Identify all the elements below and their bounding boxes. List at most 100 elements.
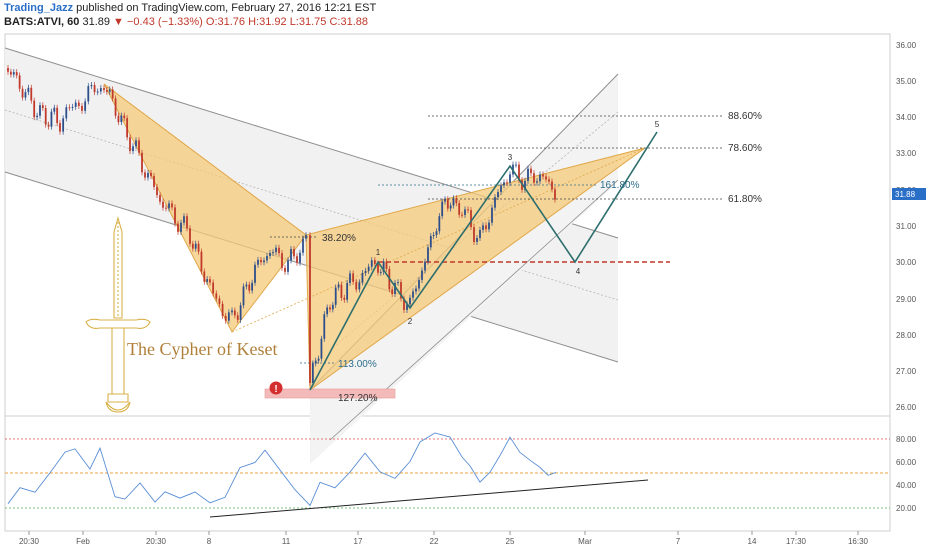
candle-body: [254, 264, 256, 283]
candle-body: [47, 124, 50, 127]
candle-body: [349, 273, 351, 283]
candle-body: [358, 282, 361, 290]
candle-body: [251, 282, 254, 291]
candle-body: [467, 209, 469, 211]
author-link[interactable]: Trading_Jazz: [4, 2, 74, 14]
time-tick: 22: [430, 537, 439, 546]
candle-body: [485, 225, 487, 230]
candle-body: [263, 260, 265, 263]
candle-body: [93, 84, 96, 93]
candle-body: [21, 88, 24, 98]
candle-body: [449, 205, 452, 209]
candle-body: [331, 304, 334, 310]
candle-body: [441, 201, 444, 217]
fib-88-6: 88.60%: [728, 111, 762, 122]
candle-body: [248, 284, 251, 291]
rsi-tick: 20.00: [896, 504, 917, 513]
projection-legs: [309, 131, 658, 391]
candle-body: [239, 305, 242, 320]
candle-body: [200, 251, 203, 272]
sword-logo: [85, 215, 151, 413]
candle-body: [135, 140, 137, 147]
candle-body: [287, 260, 289, 272]
price-tick: 29.00: [896, 295, 917, 304]
candle-body: [299, 252, 301, 263]
candle-body: [379, 271, 382, 273]
candle-body: [361, 273, 364, 283]
candle-body: [96, 91, 99, 93]
candle-body: [81, 105, 83, 111]
candle-body: [530, 168, 532, 174]
candle-body: [236, 315, 239, 320]
candle-body: [159, 195, 161, 202]
candle-body: [168, 203, 170, 209]
time-tick: Feb: [76, 537, 90, 546]
candle-body: [56, 107, 59, 124]
publish-info: published on TradingView.com, February 2…: [76, 2, 377, 14]
candle-body: [53, 107, 56, 112]
candle-body: [367, 266, 370, 271]
candle-body: [257, 259, 259, 265]
time-tick: 20:30: [146, 537, 167, 546]
candle-body: [524, 180, 526, 190]
time-tick: 14: [748, 537, 757, 546]
candle-body: [62, 118, 65, 132]
candle-body: [370, 260, 373, 267]
candle-body: [189, 228, 191, 244]
candle-body: [30, 87, 33, 101]
candle-body: [120, 115, 123, 123]
rsi-tick: 60.00: [896, 458, 917, 467]
candle-body: [542, 174, 544, 177]
candle-body: [12, 72, 15, 75]
rsi-line: [7, 432, 557, 507]
candle-body: [129, 137, 131, 152]
candle-body: [391, 289, 394, 295]
time-tick: Mar: [578, 537, 592, 546]
candle-body: [7, 68, 9, 72]
candle-body: [269, 253, 271, 257]
candle-body: [206, 279, 209, 282]
candle-body: [427, 247, 429, 262]
candle-body: [438, 216, 441, 232]
candle-body: [470, 210, 472, 228]
price-tick: 36.00: [896, 41, 917, 50]
candle-body: [260, 259, 262, 263]
candle-body: [123, 115, 126, 119]
candle-body: [77, 102, 80, 106]
candle-body: [497, 192, 499, 198]
candle-body: [74, 102, 77, 107]
candle-body: [153, 176, 155, 187]
price-tick: 30.00: [896, 258, 917, 267]
price-tag-text: 31.88: [895, 190, 916, 199]
high-value: H:31.92: [248, 16, 287, 28]
candle-body: [59, 123, 61, 132]
candle-body: [132, 146, 134, 152]
candle-body: [394, 282, 396, 295]
candle-body: [329, 307, 331, 310]
candle-body: [41, 105, 44, 109]
candle-body: [444, 199, 446, 202]
candle-body: [432, 235, 435, 237]
candle-body: [435, 231, 438, 236]
fib-113: 113.00%: [338, 359, 377, 370]
point-labels: 1 2 3 4 5: [376, 120, 660, 326]
candle-body: [68, 107, 71, 109]
candle-body: [311, 363, 314, 383]
candle-body: [452, 198, 455, 206]
price-tick: 31.00: [896, 222, 917, 231]
candle-body: [458, 203, 461, 215]
candle-body: [171, 203, 173, 208]
low-value: L:31.75: [289, 16, 327, 28]
candle-body: [36, 115, 38, 118]
candle-body: [406, 304, 408, 310]
candle-body: [323, 314, 326, 339]
candle-body: [296, 256, 298, 263]
last-price: 31.89: [82, 16, 110, 28]
candle-body: [281, 253, 283, 268]
alert-icon[interactable]: [269, 381, 283, 395]
candle-body: [272, 252, 274, 254]
fib-labels: 88.60% 78.60% 161.80% 61.80% 38.20% 113.…: [322, 111, 762, 404]
candle-body: [343, 297, 346, 300]
candle-body: [533, 173, 535, 183]
